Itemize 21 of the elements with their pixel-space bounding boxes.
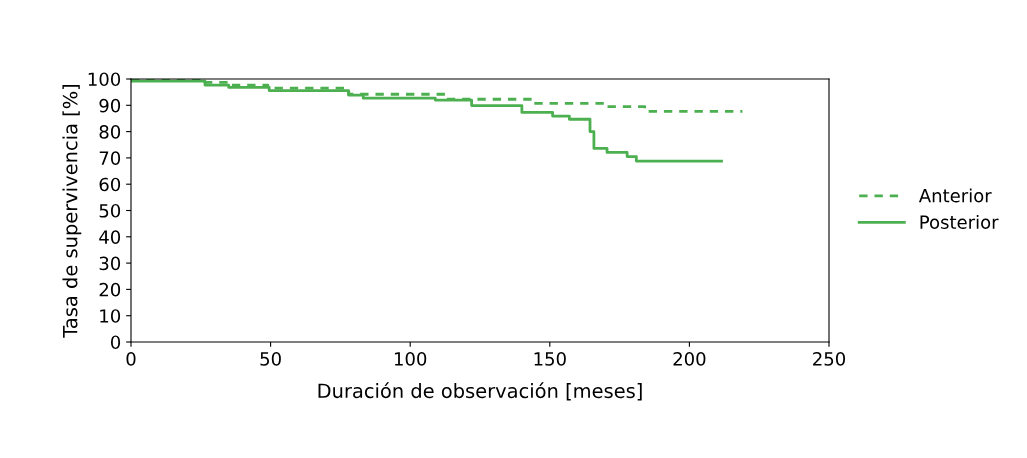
x-tick-label: 250 [813, 352, 846, 366]
y-tick-label: 60 [99, 177, 121, 192]
y-tick-label: 90 [99, 98, 121, 113]
x-tick-label: 200 [673, 352, 706, 366]
y-tick-label: 20 [99, 282, 121, 297]
y-tick-label: 80 [99, 125, 121, 139]
y-tick-label: 40 [99, 230, 121, 244]
x-tick-label: 0 [126, 352, 136, 366]
y-tick-label: 100 [88, 72, 121, 87]
y-tick-label: 30 [99, 256, 121, 271]
y-tick-label: 0 [110, 335, 121, 350]
y-tick-label: 10 [100, 309, 121, 323]
y-axis-title: Tasa de supervivencia [%] [62, 84, 82, 338]
y-tick-label: 50 [99, 203, 121, 218]
x-tick-label: 50 [260, 352, 281, 366]
legend-label: Anterior [918, 188, 992, 203]
legend-label: Posterior [920, 215, 999, 229]
y-tick-label: 70 [99, 151, 121, 166]
x-tick-label: 100 [394, 352, 427, 366]
x-tick-label: 150 [534, 352, 566, 366]
x-axis-title: Duración de observación [meses] [318, 382, 642, 401]
